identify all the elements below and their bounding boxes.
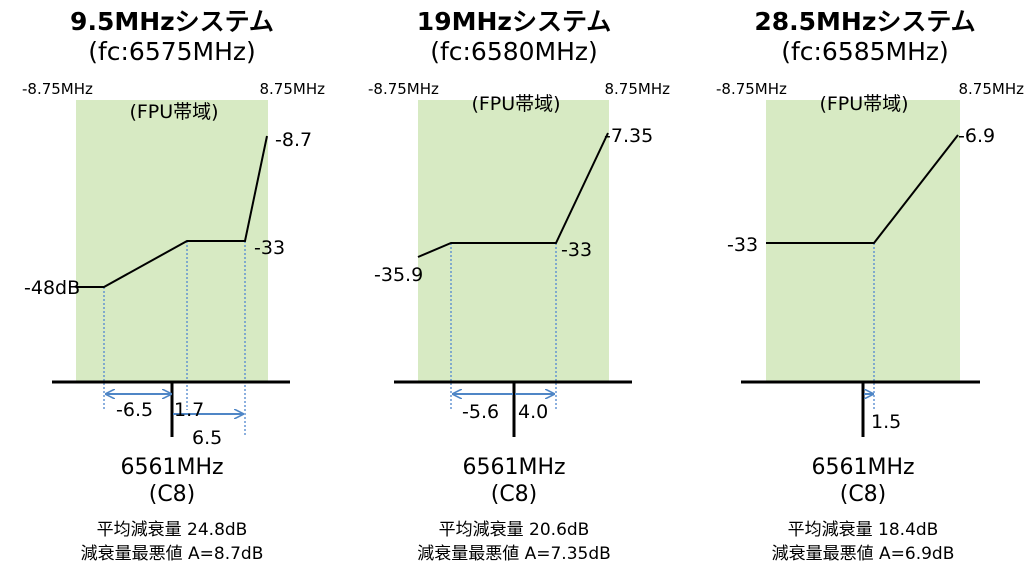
channel-name: (C8) [491, 482, 538, 507]
worst-attenuation: 減衰量最悪値 A=8.7dB [81, 544, 264, 564]
level-label: -35.9 [374, 264, 423, 286]
channel-name: (C8) [840, 482, 887, 507]
offset-label: 4.0 [518, 401, 548, 423]
band-edge-right: 8.75MHz [605, 80, 671, 98]
level-label: -33 [561, 239, 592, 261]
center-frequency: (fc:6575MHz) [88, 37, 256, 66]
fpu-band-label: (FPU帯域) [129, 101, 218, 123]
panel-title: 19MHzシステム [417, 7, 611, 36]
band-edge-right: 8.75MHz [260, 80, 326, 98]
band-edge-left: -8.75MHz [716, 80, 787, 98]
offset-label: 6.5 [192, 427, 222, 449]
mask-line [76, 135, 268, 288]
channel-name: (C8) [149, 482, 196, 507]
level-label: -33 [254, 237, 285, 259]
average-attenuation: 平均減衰量 20.6dB [439, 520, 590, 540]
offset-label: -5.6 [462, 401, 499, 423]
mask-line [417, 132, 609, 258]
panel-19mhz: 19MHzシステム (fc:6580MHz) -8.75MHz 8.75MHz … [368, 7, 670, 564]
band-edge-left: -8.75MHz [368, 80, 439, 98]
center-frequency: (fc:6585MHz) [781, 37, 949, 66]
mask-line [766, 134, 959, 244]
panel-title: 28.5MHzシステム [754, 7, 975, 36]
band-edge-right: 8.75MHz [959, 80, 1025, 98]
center-frequency: (fc:6580MHz) [430, 37, 598, 66]
channel-frequency: 6561MHz [120, 455, 223, 480]
offset-label: -6.5 [116, 399, 153, 421]
channel-frequency: 6561MHz [462, 455, 565, 480]
channel-frequency: 6561MHz [811, 455, 914, 480]
panel-title: 9.5MHzシステム [70, 7, 274, 36]
fpu-band-label: (FPU帯域) [819, 93, 908, 115]
offset-label: 1.7 [174, 399, 204, 421]
average-attenuation: 平均減衰量 18.4dB [788, 520, 939, 540]
level-label: -33 [727, 234, 758, 256]
panel-28-5mhz: 28.5MHzシステム (fc:6585MHz) -8.75MHz 8.75MH… [716, 7, 1024, 564]
band-edge-left: -8.75MHz [22, 80, 93, 98]
average-attenuation: 平均減衰量 24.8dB [97, 520, 248, 540]
level-label: -48dB [24, 277, 80, 299]
worst-attenuation: 減衰量最悪値 A=7.35dB [417, 544, 611, 564]
level-label: -6.9 [958, 125, 995, 147]
level-label: -8.7 [275, 129, 312, 151]
fpu-band-area [766, 100, 960, 382]
worst-attenuation: 減衰量最悪値 A=6.9dB [772, 544, 955, 564]
offset-label: 1.5 [871, 411, 901, 433]
fpu-band-area [418, 100, 609, 382]
level-label: -7.35 [604, 125, 653, 147]
panel-9-5mhz: 9.5MHzシステム (fc:6575MHz) -8.75MHz 8.75MHz… [22, 7, 325, 564]
fpu-band-label: (FPU帯域) [471, 93, 560, 115]
